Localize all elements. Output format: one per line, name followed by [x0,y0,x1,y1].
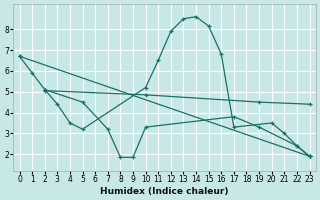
X-axis label: Humidex (Indice chaleur): Humidex (Indice chaleur) [100,187,229,196]
